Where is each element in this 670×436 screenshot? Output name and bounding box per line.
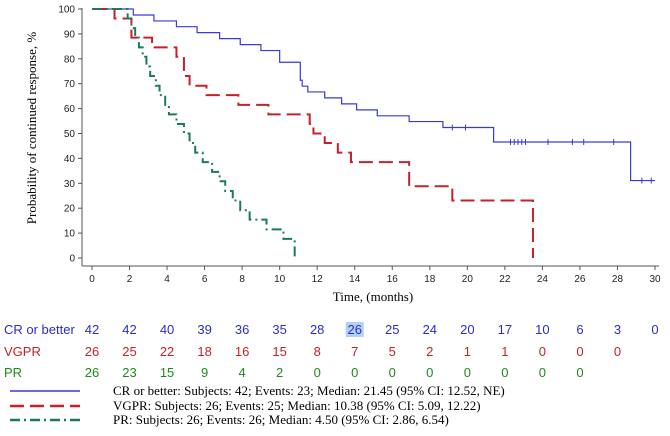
risk-count: 40 <box>160 322 174 337</box>
risk-count: 24 <box>423 322 437 337</box>
y-tick-label: 60 <box>64 104 76 115</box>
risk-count: 16 <box>235 344 249 359</box>
risk-count: 22 <box>160 344 174 359</box>
risk-count: 25 <box>122 344 136 359</box>
y-tick-label: 0 <box>69 254 75 265</box>
x-tick-label: 12 <box>312 274 324 285</box>
risk-count: 0 <box>426 365 433 380</box>
x-tick-label: 4 <box>164 274 170 285</box>
risk-count: 25 <box>385 322 399 337</box>
risk-row-label: PR <box>4 365 22 380</box>
x-tick-label: 22 <box>499 274 511 285</box>
legend-entry: CR or better: Subjects: 42; Events: 23; … <box>113 383 505 398</box>
risk-count: 17 <box>498 322 512 337</box>
risk-count: 39 <box>197 322 211 337</box>
legend: CR or better: Subjects: 42; Events: 23; … <box>10 383 505 427</box>
y-tick-label: 40 <box>64 154 76 165</box>
risk-count: 0 <box>651 322 658 337</box>
legend-entry: PR: Subjects: 26; Events: 26; Median: 4.… <box>113 412 449 427</box>
risk-count: 1 <box>464 344 471 359</box>
risk-count: 9 <box>201 365 208 380</box>
legend-entry: VGPR: Subjects: 26; Events: 25; Median: … <box>113 398 481 413</box>
risk-count: 5 <box>389 344 396 359</box>
series-line <box>92 8 296 258</box>
risk-row-label: CR or better <box>4 322 75 337</box>
risk-count: 35 <box>272 322 286 337</box>
series-line <box>92 8 655 182</box>
x-tick-label: 14 <box>349 274 361 285</box>
risk-count: 28 <box>310 322 324 337</box>
y-axis-title: Probability of continued response, % <box>24 32 39 225</box>
risk-count: 0 <box>614 344 621 359</box>
risk-count: 42 <box>85 322 99 337</box>
x-tick-label: 28 <box>612 274 624 285</box>
y-tick-label: 20 <box>64 204 76 215</box>
risk-count: 0 <box>351 365 358 380</box>
y-tick-label: 50 <box>64 129 76 140</box>
x-tick-label: 0 <box>89 274 95 285</box>
risk-count: 0 <box>314 365 321 380</box>
x-tick-label: 10 <box>274 274 286 285</box>
x-tick-label: 18 <box>424 274 436 285</box>
risk-count: 3 <box>614 322 621 337</box>
risk-count: 1 <box>501 344 508 359</box>
risk-highlight <box>345 322 364 337</box>
number-at-risk-table: CR or better 42 42 40 39 36 35 28 26 25 24 20 17 10 6 3… <box>4 322 659 380</box>
risk-count: 10 <box>535 322 549 337</box>
risk-count: 26 <box>347 322 361 337</box>
risk-count: 2 <box>276 365 283 380</box>
x-tick-label: 6 <box>202 274 208 285</box>
risk-count: 7 <box>351 344 358 359</box>
y-tick-label: 30 <box>64 179 76 190</box>
x-tick-label: 8 <box>239 274 245 285</box>
risk-count: 0 <box>389 365 396 380</box>
x-tick-label: 24 <box>537 274 549 285</box>
x-axis-title: Time, (months) <box>333 289 413 304</box>
x-tick-label: 16 <box>387 274 399 285</box>
risk-count: 42 <box>122 322 136 337</box>
survival-curves <box>92 8 655 258</box>
y-tick-label: 90 <box>64 29 76 40</box>
x-tick-label: 26 <box>574 274 586 285</box>
risk-count: 0 <box>576 365 583 380</box>
risk-count: 0 <box>576 344 583 359</box>
risk-count: 15 <box>160 365 174 380</box>
risk-count: 0 <box>464 365 471 380</box>
risk-count: 4 <box>239 365 246 380</box>
x-tick-label: 2 <box>127 274 133 285</box>
series-line <box>92 8 535 258</box>
x-tick-label: 30 <box>649 274 661 285</box>
risk-count: 15 <box>272 344 286 359</box>
y-tick-label: 70 <box>64 79 76 90</box>
risk-count: 26 <box>85 365 99 380</box>
risk-count: 8 <box>314 344 321 359</box>
risk-row-label: VGPR <box>4 344 41 359</box>
risk-count: 18 <box>197 344 211 359</box>
risk-count: 36 <box>235 322 249 337</box>
risk-count: 0 <box>539 344 546 359</box>
y-tick-label: 100 <box>58 5 75 16</box>
risk-count: 20 <box>460 322 474 337</box>
risk-count: 0 <box>501 365 508 380</box>
risk-count: 2 <box>426 344 433 359</box>
risk-count: 23 <box>122 365 136 380</box>
x-tick-label: 20 <box>462 274 474 285</box>
risk-count: 26 <box>85 344 99 359</box>
y-tick-label: 80 <box>64 54 76 65</box>
risk-count: 6 <box>576 322 583 337</box>
y-tick-label: 10 <box>64 229 76 240</box>
risk-count: 0 <box>539 365 546 380</box>
